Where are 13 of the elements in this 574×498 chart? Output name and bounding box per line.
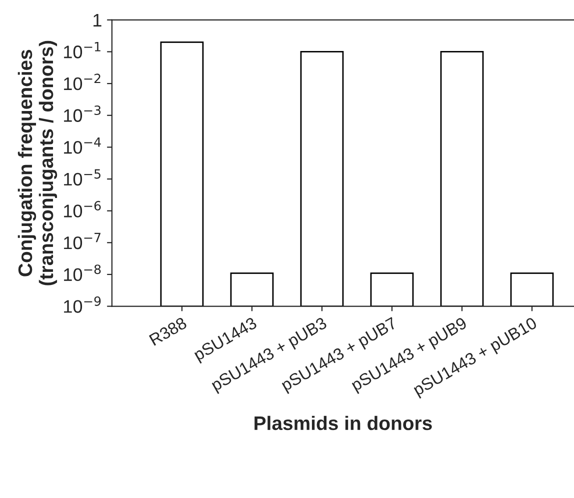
y-tick-label: 10$^{−2}$ — [64, 74, 100, 90]
x-tick-label: R388 — [148, 316, 188, 346]
y-tick-label: 10$^{−8}$ — [64, 264, 101, 282]
x-axis-title: Plasmids in donors — [254, 416, 432, 430]
y-tick-label: 10$^{−5}$ — [64, 169, 100, 186]
y-tick-label: 10$^{−1}$ — [64, 42, 100, 58]
y-tick-label: 10$^{−4}$ — [64, 137, 101, 154]
y-tick-label: 10$^{−3}$ — [64, 105, 101, 122]
y-axis-title: Conjugation frequencies (transconjugants / donors) — [18, 40, 58, 286]
y-tick-label: 10$^{−7}$ — [64, 232, 100, 250]
y-tick-label: 10$^{−9}$ — [64, 296, 101, 313]
y-tick-label: 10$^{−6}$ — [64, 200, 101, 218]
y-tick-label: 1 — [94, 14, 102, 26]
